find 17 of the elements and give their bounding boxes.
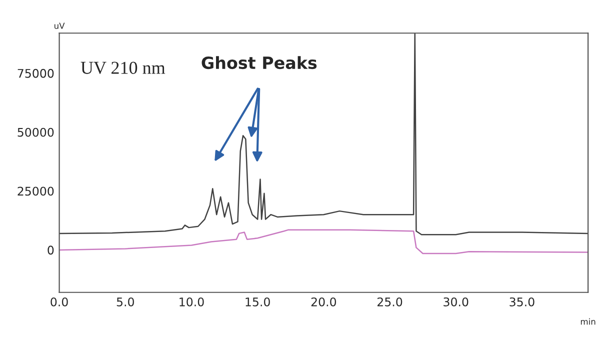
line-series	[59, 229, 588, 254]
y-tick-label: 50000	[18, 128, 54, 137]
x-tick-label: 25.0	[377, 297, 402, 306]
y-tick-label: 0	[48, 246, 54, 255]
annotation: UV 210 nm	[80, 62, 166, 74]
y-axis-title: uV	[54, 22, 65, 29]
x-tick-label: 20.0	[311, 297, 336, 306]
x-axis-title: min	[580, 318, 596, 325]
x-tick-label: 0.0	[50, 297, 68, 306]
x-tick-label: 30.0	[444, 297, 468, 306]
x-tick-label: 35.0	[510, 297, 534, 306]
annotation: Ghost Peaks	[202, 56, 317, 70]
y-tick-label: 75000	[18, 68, 54, 78]
x-tick-label: 5.0	[116, 297, 134, 306]
y-tick-label: 25000	[18, 186, 54, 196]
x-tick-label: 15.0	[246, 297, 270, 306]
x-tick-label: 10.0	[180, 297, 204, 306]
